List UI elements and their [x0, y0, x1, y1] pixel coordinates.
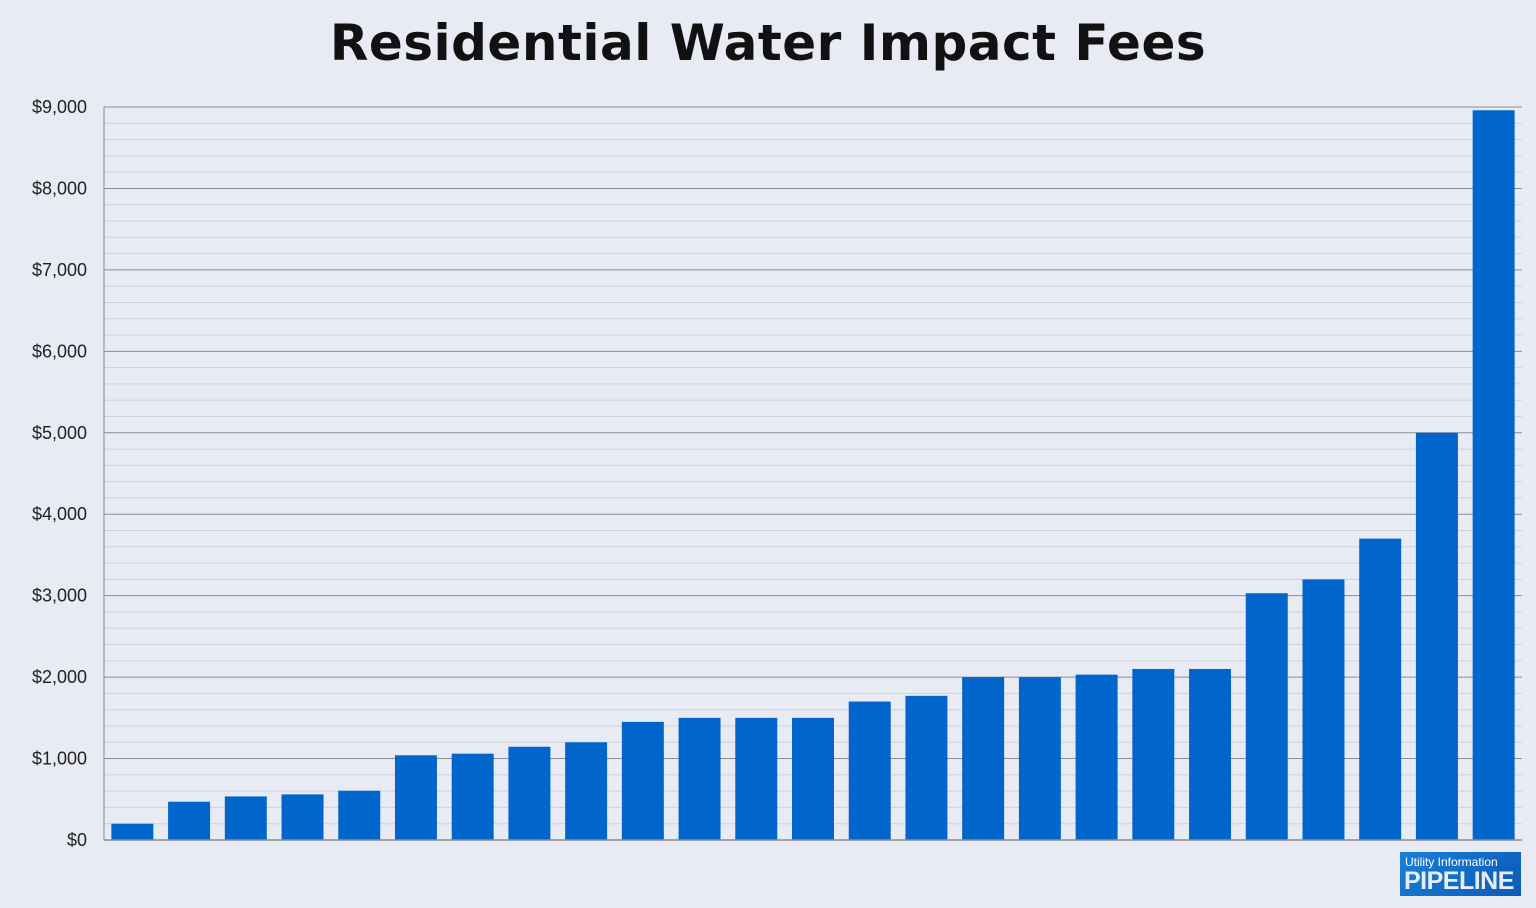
bar: [224, 796, 267, 840]
bar: [1018, 677, 1061, 840]
y-tick-label: $8,000: [32, 178, 87, 198]
bar: [678, 717, 721, 840]
chart-title: Residential Water Impact Fees: [329, 14, 1207, 72]
bar: [1075, 674, 1118, 840]
y-tick-label: $6,000: [32, 341, 87, 361]
bar: [508, 746, 551, 840]
bar: [394, 755, 437, 840]
y-tick-label: $2,000: [32, 667, 87, 687]
bar: [735, 717, 778, 840]
y-tick-label: $7,000: [32, 260, 87, 280]
y-tick-label: $1,000: [32, 749, 87, 769]
bar: [1189, 668, 1232, 840]
pipeline-logo: Utility Information PIPELINE: [1400, 852, 1521, 896]
bar: [1359, 538, 1402, 840]
bar: [1472, 110, 1515, 841]
bar: [565, 742, 608, 840]
logo-line2: PIPELINE: [1404, 867, 1514, 895]
bar: [962, 677, 1005, 840]
bar: [1245, 593, 1288, 840]
bar: [792, 717, 834, 840]
bar: [1302, 579, 1345, 840]
y-tick-label: $0: [67, 830, 87, 850]
bar: [905, 695, 948, 840]
y-tick-label: $5,000: [32, 423, 87, 443]
y-tick-label: $9,000: [32, 97, 87, 117]
bar: [168, 801, 211, 840]
y-tick-label: $4,000: [32, 504, 87, 524]
bar: [281, 794, 324, 840]
bar: [1132, 668, 1175, 840]
bar: [111, 823, 154, 840]
bar: [451, 753, 494, 840]
bar: [338, 790, 381, 840]
bar: [1415, 432, 1458, 840]
logo-line1: Utility Information: [1405, 855, 1498, 869]
bar: [621, 721, 664, 840]
bar: [848, 701, 891, 840]
y-tick-label: $3,000: [32, 586, 87, 606]
